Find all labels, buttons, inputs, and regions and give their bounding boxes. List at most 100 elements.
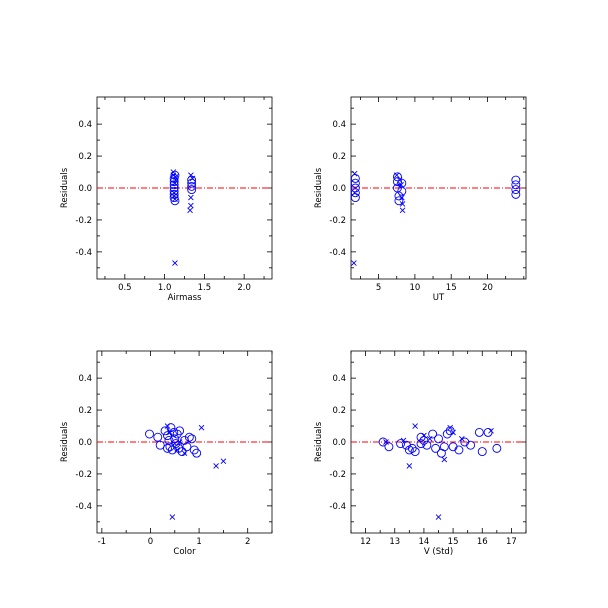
circle-point — [393, 172, 402, 182]
cross-point — [172, 196, 178, 202]
cross-point — [172, 177, 179, 183]
cross-point — [459, 435, 465, 442]
x-tick-label: 15 — [448, 537, 459, 547]
circle-point — [174, 443, 184, 453]
cross-point — [189, 175, 196, 182]
residual-plot-2: 5 10 15 20 -0.4 -0.2 0.0 0.2 0.4 UT Residuals — [314, 96, 527, 303]
x-tick-label: 1 — [196, 537, 201, 547]
cross-point — [176, 439, 183, 445]
cross-point — [383, 439, 389, 445]
cross-point — [213, 463, 219, 469]
x-tick-label: 17 — [506, 537, 517, 547]
cross-point — [187, 207, 193, 214]
circle-point — [169, 186, 179, 196]
circle-point — [155, 440, 165, 450]
y-tick-label: -0.4 — [329, 502, 346, 512]
circle-point — [189, 445, 199, 455]
circle-point — [466, 440, 476, 450]
y-tick-label: -0.4 — [75, 502, 92, 512]
cross-point — [393, 172, 400, 179]
cross-point — [447, 424, 453, 431]
x-axis-label: Airmass — [168, 293, 202, 303]
circle-point — [350, 178, 360, 188]
circle-point — [511, 175, 521, 185]
circle-point — [153, 432, 163, 442]
cross-point — [174, 447, 181, 453]
circle-point — [422, 440, 432, 450]
y-tick-label: 0.4 — [332, 374, 346, 384]
circle-point — [454, 445, 464, 455]
cross-point — [220, 458, 227, 464]
circle-point — [184, 432, 194, 442]
x-tick-label: 13 — [389, 537, 400, 547]
circle-point — [448, 442, 458, 452]
circle-point — [407, 443, 417, 453]
cross-point — [398, 181, 404, 188]
cross-point — [399, 207, 406, 214]
y-tick-label: 0.0 — [78, 184, 92, 194]
y-tick-label: 0.4 — [78, 120, 92, 130]
circle-point — [511, 185, 521, 195]
circle-point — [169, 180, 179, 190]
cross-point — [198, 424, 205, 431]
circle-point — [474, 427, 484, 437]
y-tick-label: 0.0 — [78, 438, 92, 448]
circle-point — [401, 440, 411, 450]
circle-point — [175, 426, 185, 436]
x-tick-label: 5 — [376, 283, 381, 293]
x-tick-label: 2 — [245, 537, 250, 547]
cross-point — [351, 189, 358, 196]
circle-point — [165, 442, 175, 452]
circle-point — [169, 177, 179, 187]
x-tick-label: 12 — [360, 537, 371, 547]
y-tick-label: 0.0 — [332, 184, 346, 194]
cross-point — [172, 260, 178, 266]
circle-point — [431, 443, 441, 453]
x-tick-label: 20 — [482, 283, 493, 293]
cross-point — [351, 260, 357, 266]
circle-point — [439, 442, 449, 452]
circle-point — [511, 180, 521, 190]
circle-point — [396, 439, 406, 449]
cross-point — [171, 193, 177, 199]
y-tick-label: 0.4 — [332, 120, 346, 130]
cross-point — [406, 463, 413, 469]
y-axis-label: Residuals — [60, 421, 70, 462]
y-tick-label: -0.2 — [75, 470, 92, 480]
cross-point — [426, 435, 433, 442]
cross-point — [167, 429, 173, 436]
cross-point — [181, 450, 188, 456]
y-tick-label: 0.2 — [332, 152, 346, 162]
x-axis-label: UT — [433, 293, 445, 303]
circle-point — [187, 434, 197, 444]
circle-point — [483, 427, 493, 437]
y-tick-label: -0.2 — [329, 216, 346, 226]
x-axis-label: Color — [173, 547, 196, 557]
cross-point — [412, 423, 418, 429]
y-tick-label: 0.2 — [78, 406, 92, 416]
circle-point — [434, 434, 443, 444]
circle-point — [160, 426, 170, 436]
cross-point — [351, 170, 358, 177]
circle-point — [477, 447, 487, 457]
residual-plot-4: 12 13 14 15 16 17 -0.4 -0.2 0.0 0.2 0.4 V (Std) Resi… — [314, 350, 527, 557]
circle-point — [180, 435, 189, 445]
residual-plot-1: 0.5 1.0 1.5 2.0 -0.4 -0.2 0.0 0.2 0.4 Airmass Resi… — [60, 96, 273, 303]
circle-point — [384, 442, 394, 452]
circle-point — [394, 191, 404, 201]
cross-point — [171, 440, 178, 447]
circle-point — [397, 186, 407, 196]
cross-point — [450, 429, 456, 436]
circle-point — [350, 188, 360, 198]
cross-point — [488, 428, 494, 434]
cross-point — [188, 172, 194, 179]
circle-point — [145, 429, 154, 439]
circle-point — [416, 439, 426, 449]
circle-point — [428, 429, 438, 439]
x-tick-label: 0 — [148, 537, 153, 547]
y-tick-label: -0.4 — [75, 248, 92, 258]
circle-point — [378, 437, 388, 447]
cross-point — [169, 514, 176, 520]
x-axis-label: V (Std) — [424, 547, 453, 557]
